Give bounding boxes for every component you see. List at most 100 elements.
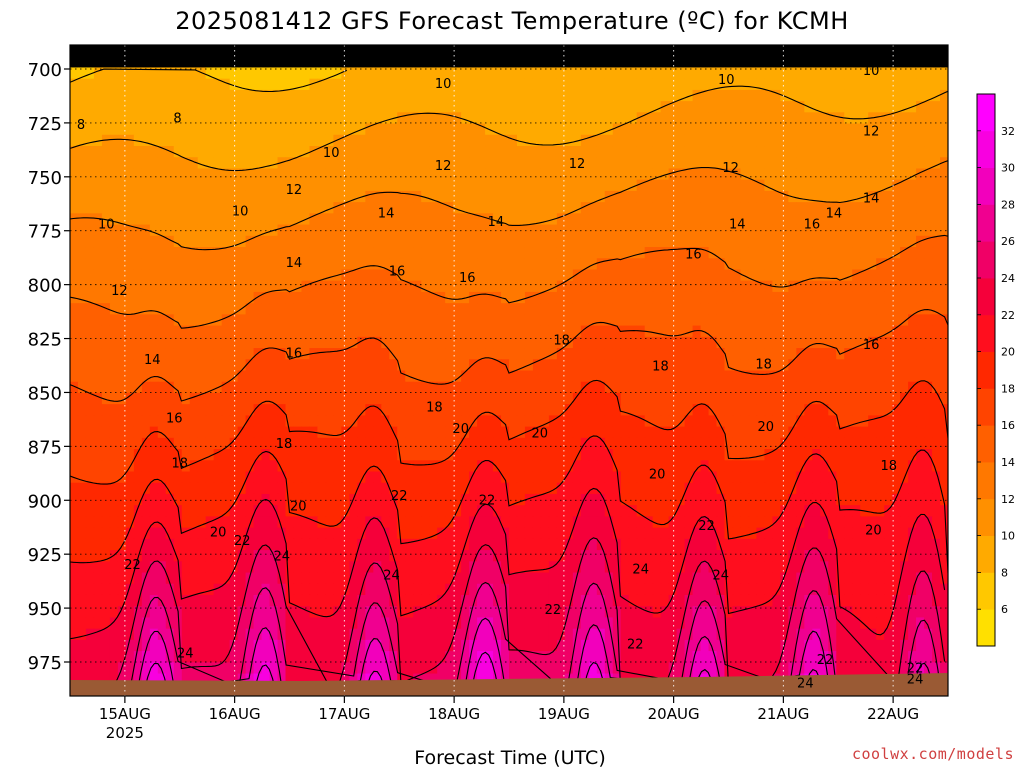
temperature-cell xyxy=(724,303,734,315)
temperature-cell xyxy=(628,482,638,495)
temperature-cell xyxy=(301,437,311,450)
temperature-cell xyxy=(469,157,478,170)
temperature-cell xyxy=(109,280,119,293)
temperature-cell xyxy=(580,112,590,125)
temperature-cell xyxy=(509,348,518,360)
temperature-cell xyxy=(125,168,135,181)
temperature-cell xyxy=(181,112,191,125)
temperature-cell xyxy=(676,482,686,495)
temperature-cell xyxy=(461,258,470,271)
temperature-cell xyxy=(70,56,79,69)
temperature-cell xyxy=(93,314,103,327)
temperature-cell xyxy=(564,415,574,428)
temperature-cell xyxy=(852,392,861,405)
temperature-cell xyxy=(357,359,366,372)
temperature-cell xyxy=(604,426,614,439)
temperature-cell xyxy=(676,415,686,428)
temperature-cell xyxy=(732,404,742,416)
temperature-cell xyxy=(245,370,255,383)
temperature-cell xyxy=(429,112,438,125)
temperature-cell xyxy=(644,303,654,315)
temperature-cell xyxy=(469,235,478,248)
temperature-cell xyxy=(748,392,758,405)
temperature-cell xyxy=(269,538,279,551)
temperature-cell xyxy=(564,314,574,327)
temperature-cell xyxy=(173,471,183,484)
temperature-cell xyxy=(493,303,502,315)
temperature-cell xyxy=(389,392,398,405)
temperature-cell xyxy=(70,123,79,136)
temperature-cell xyxy=(708,235,718,248)
temperature-cell xyxy=(932,123,941,136)
temperature-cell xyxy=(189,314,199,327)
temperature-cell xyxy=(924,538,933,551)
temperature-cell xyxy=(684,437,694,450)
temperature-cell xyxy=(205,213,215,226)
temperature-cell xyxy=(572,460,582,473)
temperature-cell xyxy=(509,471,518,484)
temperature-cell xyxy=(772,359,781,372)
temperature-cell xyxy=(876,56,885,69)
temperature-cell xyxy=(932,179,941,192)
temperature-cell xyxy=(540,538,550,551)
temperature-cell xyxy=(796,460,805,473)
temperature-cell xyxy=(652,493,662,506)
temperature-cell xyxy=(237,359,247,372)
temperature-cell xyxy=(916,146,925,158)
temperature-cell xyxy=(932,336,941,349)
temperature-cell xyxy=(588,370,598,383)
temperature-cell xyxy=(429,258,438,271)
temperature-cell xyxy=(636,505,646,518)
temperature-cell xyxy=(317,437,327,450)
temperature-cell xyxy=(261,550,271,562)
temperature-cell xyxy=(780,179,789,192)
temperature-cell xyxy=(149,123,159,136)
temperature-cell xyxy=(165,404,175,416)
temperature-cell xyxy=(365,258,374,271)
temperature-cell xyxy=(453,168,462,181)
temperature-cell xyxy=(109,247,119,259)
temperature-cell xyxy=(285,179,295,192)
temperature-cell xyxy=(117,190,127,203)
temperature-cell xyxy=(333,179,342,192)
temperature-cell xyxy=(125,359,135,372)
temperature-cell xyxy=(540,303,550,315)
temperature-cell xyxy=(245,291,255,304)
temperature-cell xyxy=(501,123,510,136)
temperature-cell xyxy=(285,516,295,529)
temperature-cell xyxy=(900,56,909,69)
temperature-cell xyxy=(77,449,87,461)
temperature-cell xyxy=(173,45,183,57)
temperature-cell xyxy=(413,538,422,551)
temperature-cell xyxy=(708,112,718,125)
temperature-cell xyxy=(692,303,702,315)
temperature-cell xyxy=(892,471,901,484)
temperature-cell xyxy=(604,325,614,338)
temperature-cell xyxy=(181,404,191,416)
temperature-cell xyxy=(493,415,502,428)
temperature-cell xyxy=(788,258,797,271)
temperature-cell xyxy=(245,112,255,125)
temperature-cell xyxy=(253,190,263,203)
temperature-cell xyxy=(365,45,374,57)
temperature-cell xyxy=(269,426,279,439)
temperature-cell xyxy=(884,505,893,518)
temperature-cell xyxy=(109,179,119,192)
temperature-cell xyxy=(660,460,670,473)
temperature-cell xyxy=(317,45,327,57)
temperature-cell xyxy=(373,235,382,248)
temperature-cell xyxy=(700,303,710,315)
temperature-cell xyxy=(644,45,654,57)
temperature-cell xyxy=(469,179,478,192)
temperature-cell xyxy=(133,325,143,338)
temperature-cell xyxy=(860,493,869,506)
temperature-cell xyxy=(133,45,143,57)
temperature-cell xyxy=(700,359,710,372)
temperature-cell xyxy=(149,314,159,327)
temperature-cell xyxy=(333,202,342,214)
temperature-cell xyxy=(261,460,271,473)
temperature-cell xyxy=(540,247,550,259)
temperature-cell xyxy=(141,426,151,439)
temperature-cell xyxy=(269,67,279,80)
temperature-cell xyxy=(221,404,231,416)
